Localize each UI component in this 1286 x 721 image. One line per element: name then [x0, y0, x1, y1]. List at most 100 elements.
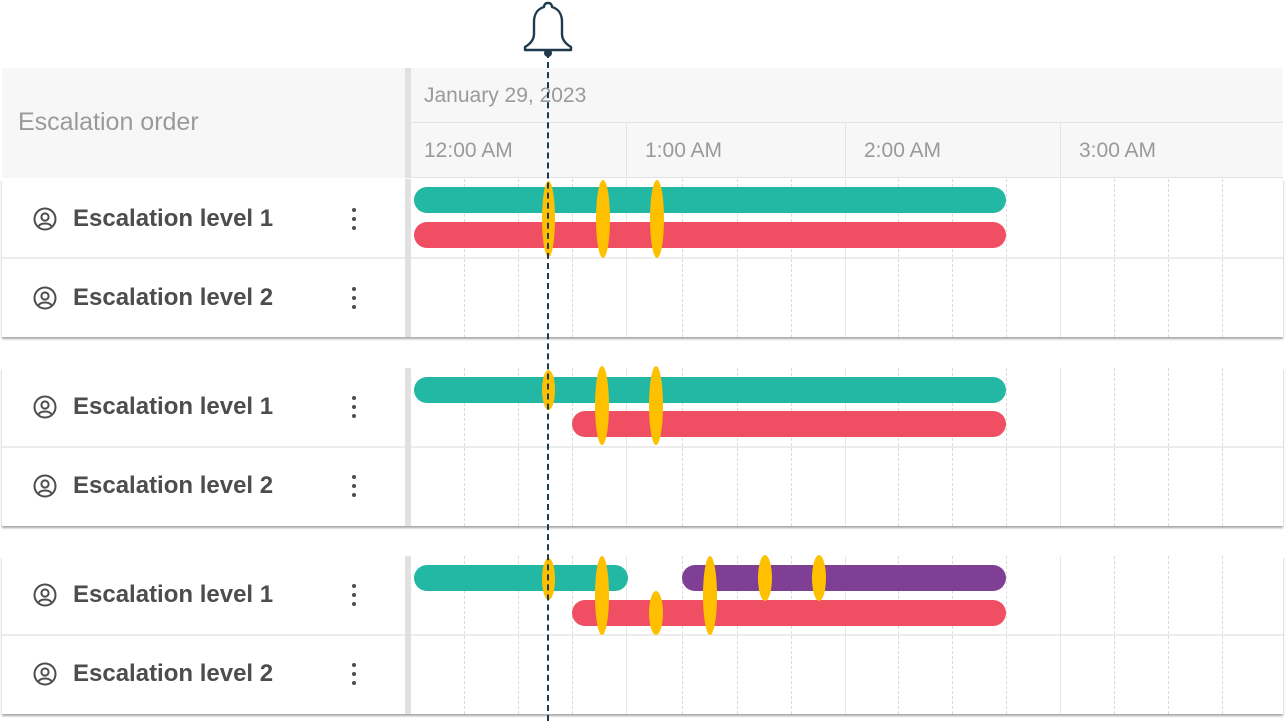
hour-grid-line: [845, 368, 846, 526]
grid-line: [1222, 179, 1223, 337]
grid-line: [1006, 556, 1007, 714]
grid-line: [464, 556, 465, 714]
grid-line: [682, 368, 683, 526]
grid-line: [572, 368, 573, 526]
escalation-level-label: Escalation level 2: [73, 472, 274, 499]
user-circle-icon: [33, 395, 57, 419]
escalation-marker[interactable]: [703, 556, 717, 635]
more-options-icon[interactable]: [350, 662, 358, 686]
grid-line: [791, 179, 792, 337]
escalation-marker[interactable]: [649, 366, 663, 445]
grid-line: [952, 556, 953, 714]
row-divider: [2, 257, 405, 259]
column-divider: [405, 368, 411, 526]
grid-line: [1006, 368, 1007, 526]
user-circle-icon: [33, 286, 57, 310]
grid-line: [737, 179, 738, 337]
grid-line: [1222, 556, 1223, 714]
hour-grid-line: [626, 368, 627, 526]
grid-line: [791, 368, 792, 526]
escalation-level-label: Escalation level 1: [73, 205, 274, 232]
hour-grid-line: [626, 179, 627, 337]
escalation-marker[interactable]: [650, 180, 664, 258]
hour-label: 1:00 AM: [645, 139, 723, 162]
more-options-icon[interactable]: [350, 395, 358, 419]
user-circle-icon: [33, 207, 57, 231]
hour-divider: [626, 123, 627, 178]
grid-line: [518, 556, 519, 714]
grid-line: [1222, 368, 1223, 526]
escalation-level-label: Escalation level 1: [73, 581, 274, 608]
more-options-icon[interactable]: [350, 474, 358, 498]
grid-line: [1114, 179, 1115, 337]
header-row-divider: [411, 122, 1283, 123]
escalation-marker[interactable]: [595, 556, 609, 635]
user-circle-icon: [33, 662, 57, 686]
hour-label: 2:00 AM: [864, 139, 942, 162]
grid-line: [682, 179, 683, 337]
hour-divider: [845, 123, 846, 178]
escalation-marker[interactable]: [758, 555, 772, 601]
hour-label: 12:00 AM: [424, 139, 513, 162]
grid-line: [572, 179, 573, 337]
grid-line: [518, 179, 519, 337]
grid-line: [464, 179, 465, 337]
schedule-bar[interactable]: [572, 600, 1006, 626]
grid-line: [952, 368, 953, 526]
escalation-marker[interactable]: [595, 366, 609, 445]
grid-line: [898, 368, 899, 526]
row-divider: [2, 634, 405, 636]
grid-line: [737, 368, 738, 526]
escalation-level-label: Escalation level 1: [73, 393, 274, 420]
row-divider: [2, 446, 405, 448]
more-options-icon[interactable]: [350, 583, 358, 607]
grid-line: [791, 556, 792, 714]
timeline-date: January 29, 2023: [424, 84, 587, 107]
grid-line: [572, 556, 573, 714]
grid-line: [1114, 556, 1115, 714]
row-divider: [411, 257, 1283, 259]
grid-line: [898, 556, 899, 714]
grid-line: [737, 556, 738, 714]
grid-line: [1006, 179, 1007, 337]
row-divider: [411, 634, 1283, 636]
escalation-level-label: Escalation level 2: [73, 660, 274, 687]
column-divider: [405, 68, 411, 178]
schedule-bar[interactable]: [414, 187, 1006, 213]
user-circle-icon: [33, 474, 57, 498]
row-divider: [411, 446, 1283, 448]
hour-label: 3:00 AM: [1079, 139, 1157, 162]
escalation-level-label: Escalation level 2: [73, 284, 274, 311]
hour-grid-line: [845, 556, 846, 714]
grid-line: [952, 179, 953, 337]
schedule-bar[interactable]: [414, 565, 628, 591]
schedule-bar[interactable]: [414, 222, 1006, 248]
schedule-bar[interactable]: [414, 377, 1006, 403]
column-divider: [405, 179, 411, 337]
hour-grid-line: [1060, 368, 1061, 526]
grid-line: [1168, 368, 1169, 526]
bell-icon[interactable]: [521, 0, 575, 58]
header-left-panel: [2, 68, 405, 178]
escalation-marker[interactable]: [812, 555, 826, 601]
grid-line: [1168, 179, 1169, 337]
user-circle-icon: [33, 583, 57, 607]
grid-line: [1168, 556, 1169, 714]
more-options-icon[interactable]: [350, 286, 358, 310]
grid-line: [682, 556, 683, 714]
hour-grid-line: [1060, 179, 1061, 337]
header-timeline-panel: [411, 68, 1283, 178]
grid-line: [898, 179, 899, 337]
grid-line: [1114, 368, 1115, 526]
grid-line: [518, 368, 519, 526]
escalation-marker[interactable]: [596, 180, 610, 258]
hour-grid-line: [626, 556, 627, 714]
column-divider: [405, 556, 411, 714]
grid-line: [464, 368, 465, 526]
schedule-bar[interactable]: [682, 565, 1006, 591]
escalation-order-title: Escalation order: [18, 108, 199, 136]
more-options-icon[interactable]: [350, 207, 358, 231]
hour-divider: [1060, 123, 1061, 178]
escalation-marker[interactable]: [649, 591, 663, 635]
schedule-bar[interactable]: [572, 411, 1006, 437]
